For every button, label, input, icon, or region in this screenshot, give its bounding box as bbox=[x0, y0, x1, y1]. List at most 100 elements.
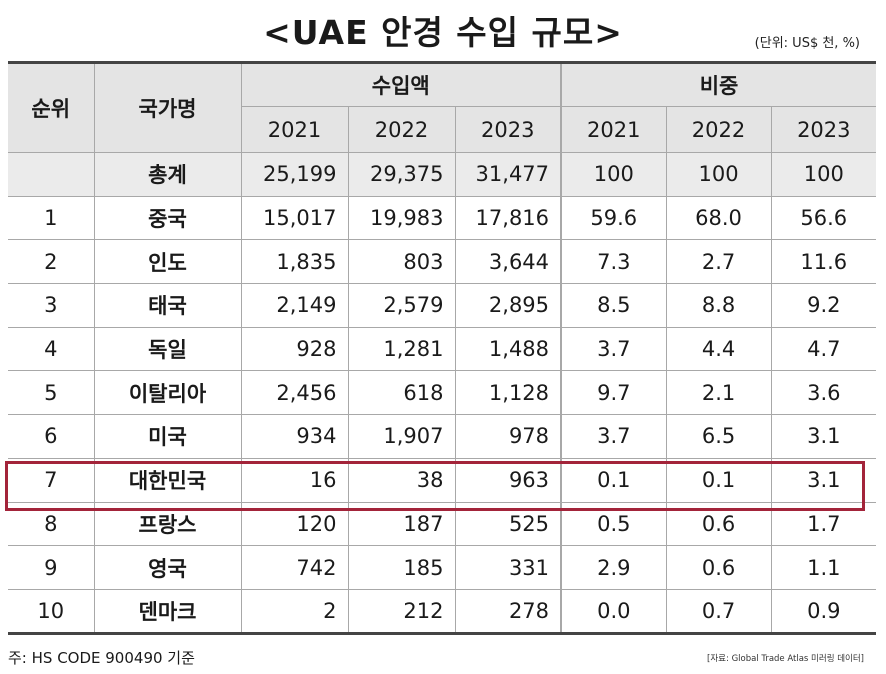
header-import-value: 수입액 bbox=[240, 61, 562, 107]
import-table: 순위 국가명 수입액 비중 2021 2022 2023 2021 2022 2… bbox=[8, 61, 877, 635]
rank-cell: 2 bbox=[8, 239, 94, 285]
import-cell: 2,579 bbox=[347, 283, 455, 328]
header-import-year: 2021 bbox=[240, 106, 348, 153]
header-rank: 순위 bbox=[8, 61, 94, 153]
import-cell: 1,907 bbox=[347, 414, 455, 459]
share-cell: 2.9 bbox=[560, 545, 667, 590]
share-cell: 7.3 bbox=[560, 239, 667, 285]
rank-cell: 6 bbox=[8, 414, 94, 459]
header-share-year: 2023 bbox=[770, 106, 877, 153]
country-cell: 대한민국 bbox=[93, 458, 241, 503]
country-cell: 독일 bbox=[93, 327, 241, 372]
share-cell: 3.6 bbox=[770, 370, 877, 416]
share-cell: 1.1 bbox=[770, 545, 877, 590]
share-cell: 0.6 bbox=[665, 545, 772, 590]
share-cell: 100 bbox=[665, 152, 772, 197]
table-row: 3 태국 2,149 2,579 2,895 8.5 8.8 9.2 bbox=[8, 283, 877, 328]
header-country: 국가명 bbox=[93, 61, 241, 153]
share-cell: 59.6 bbox=[560, 196, 667, 241]
share-cell: 0.7 bbox=[665, 589, 772, 635]
share-cell: 3.7 bbox=[560, 327, 667, 372]
share-cell: 11.6 bbox=[770, 239, 877, 285]
rank-cell: 1 bbox=[8, 196, 94, 241]
share-cell: 56.6 bbox=[770, 196, 877, 241]
import-cell: 16 bbox=[240, 458, 348, 503]
import-cell: 1,835 bbox=[240, 239, 348, 285]
share-cell: 100 bbox=[770, 152, 877, 197]
country-cell: 인도 bbox=[93, 239, 241, 285]
share-cell: 2.7 bbox=[665, 239, 772, 285]
country-cell: 총계 bbox=[93, 152, 241, 197]
share-cell: 8.5 bbox=[560, 283, 667, 328]
country-cell: 덴마크 bbox=[93, 589, 241, 635]
import-cell: 38 bbox=[347, 458, 455, 503]
korea-highlight-box bbox=[5, 461, 865, 511]
header-share-year: 2021 bbox=[560, 106, 667, 153]
import-cell: 963 bbox=[454, 458, 562, 503]
header-import-year: 2022 bbox=[347, 106, 455, 153]
table-row: 1 중국 15,017 19,983 17,816 59.6 68.0 56.6 bbox=[8, 196, 877, 241]
import-cell: 742 bbox=[240, 545, 348, 590]
import-cell: 29,375 bbox=[347, 152, 455, 197]
import-cell: 2,895 bbox=[454, 283, 562, 328]
table-row: 9 영국 742 185 331 2.9 0.6 1.1 bbox=[8, 545, 877, 590]
rank-cell: 3 bbox=[8, 283, 94, 328]
share-cell: 0.0 bbox=[560, 589, 667, 635]
share-cell: 68.0 bbox=[665, 196, 772, 241]
share-cell: 2.1 bbox=[665, 370, 772, 416]
table-row: 2 인도 1,835 803 3,644 7.3 2.7 11.6 bbox=[8, 239, 877, 285]
import-cell: 618 bbox=[347, 370, 455, 416]
rank-cell: 4 bbox=[8, 327, 94, 372]
header-share: 비중 bbox=[560, 61, 877, 107]
import-cell: 1,128 bbox=[454, 370, 562, 416]
rank-cell: 9 bbox=[8, 545, 94, 590]
share-cell: 100 bbox=[560, 152, 667, 197]
import-cell: 1,281 bbox=[347, 327, 455, 372]
table-row: 5 이탈리아 2,456 618 1,128 9.7 2.1 3.6 bbox=[8, 370, 877, 416]
import-cell: 15,017 bbox=[240, 196, 348, 241]
import-cell: 212 bbox=[347, 589, 455, 635]
share-cell: 4.7 bbox=[770, 327, 877, 372]
table-row-highlighted: 7 대한민국 16 38 963 0.1 0.1 3.1 bbox=[8, 458, 877, 503]
share-cell: 4.4 bbox=[665, 327, 772, 372]
table-row: 10 덴마크 2 212 278 0.0 0.7 0.9 bbox=[8, 589, 877, 635]
import-cell: 803 bbox=[347, 239, 455, 285]
import-cell: 19,983 bbox=[347, 196, 455, 241]
rank-cell bbox=[8, 152, 94, 197]
import-cell: 17,816 bbox=[454, 196, 562, 241]
import-cell: 1,488 bbox=[454, 327, 562, 372]
import-cell: 278 bbox=[454, 589, 562, 635]
table-row-total: 총계 25,199 29,375 31,477 100 100 100 bbox=[8, 152, 877, 197]
header-share-year: 2022 bbox=[665, 106, 772, 153]
table-row: 4 독일 928 1,281 1,488 3.7 4.4 4.7 bbox=[8, 327, 877, 372]
unit-label: (단위: US$ 천, %) bbox=[754, 36, 860, 51]
share-cell: 0.1 bbox=[665, 458, 772, 503]
rank-cell: 5 bbox=[8, 370, 94, 416]
import-cell: 31,477 bbox=[454, 152, 562, 197]
source-label: [자료: Global Trade Atlas 미러링 데이터] bbox=[707, 654, 864, 664]
import-cell: 928 bbox=[240, 327, 348, 372]
import-cell: 934 bbox=[240, 414, 348, 459]
share-cell: 0.1 bbox=[560, 458, 667, 503]
import-cell: 331 bbox=[454, 545, 562, 590]
share-cell: 3.1 bbox=[770, 458, 877, 503]
country-cell: 영국 bbox=[93, 545, 241, 590]
table-row: 6 미국 934 1,907 978 3.7 6.5 3.1 bbox=[8, 414, 877, 459]
import-cell: 2,149 bbox=[240, 283, 348, 328]
share-cell: 9.2 bbox=[770, 283, 877, 328]
share-cell: 6.5 bbox=[665, 414, 772, 459]
share-cell: 3.1 bbox=[770, 414, 877, 459]
footnote: 주: HS CODE 900490 기준 bbox=[8, 649, 195, 667]
header-import-year: 2023 bbox=[454, 106, 562, 153]
country-cell: 이탈리아 bbox=[93, 370, 241, 416]
share-cell: 9.7 bbox=[560, 370, 667, 416]
country-cell: 미국 bbox=[93, 414, 241, 459]
import-cell: 25,199 bbox=[240, 152, 348, 197]
share-cell: 3.7 bbox=[560, 414, 667, 459]
share-cell: 8.8 bbox=[665, 283, 772, 328]
country-cell: 태국 bbox=[93, 283, 241, 328]
import-cell: 185 bbox=[347, 545, 455, 590]
import-cell: 2,456 bbox=[240, 370, 348, 416]
rank-cell: 7 bbox=[8, 458, 94, 503]
page-title: <UAE 안경 수입 규모> bbox=[263, 13, 623, 52]
